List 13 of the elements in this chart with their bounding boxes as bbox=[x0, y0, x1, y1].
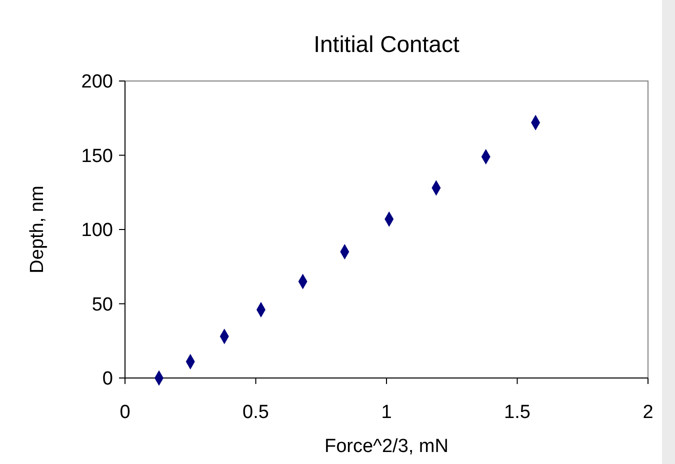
x-axis-title: Force^2/3, mN bbox=[324, 436, 449, 457]
chart-title: Intitial Contact bbox=[314, 31, 460, 57]
x-tick-label: 1 bbox=[381, 402, 392, 423]
y-axis-title: Depth, nm bbox=[27, 186, 48, 274]
y-tick-label: 50 bbox=[92, 294, 113, 316]
y-tick-label: 0 bbox=[102, 368, 113, 390]
y-tick-label: 200 bbox=[81, 72, 113, 93]
x-tick-label: 0 bbox=[120, 402, 130, 423]
x-tick-label: 2 bbox=[642, 402, 654, 423]
x-tick-label: 0.5 bbox=[242, 402, 269, 423]
x-tick-label: 1.5 bbox=[504, 402, 530, 423]
y-tick-label: 150 bbox=[81, 146, 113, 167]
y-tick-label: 100 bbox=[81, 220, 113, 242]
